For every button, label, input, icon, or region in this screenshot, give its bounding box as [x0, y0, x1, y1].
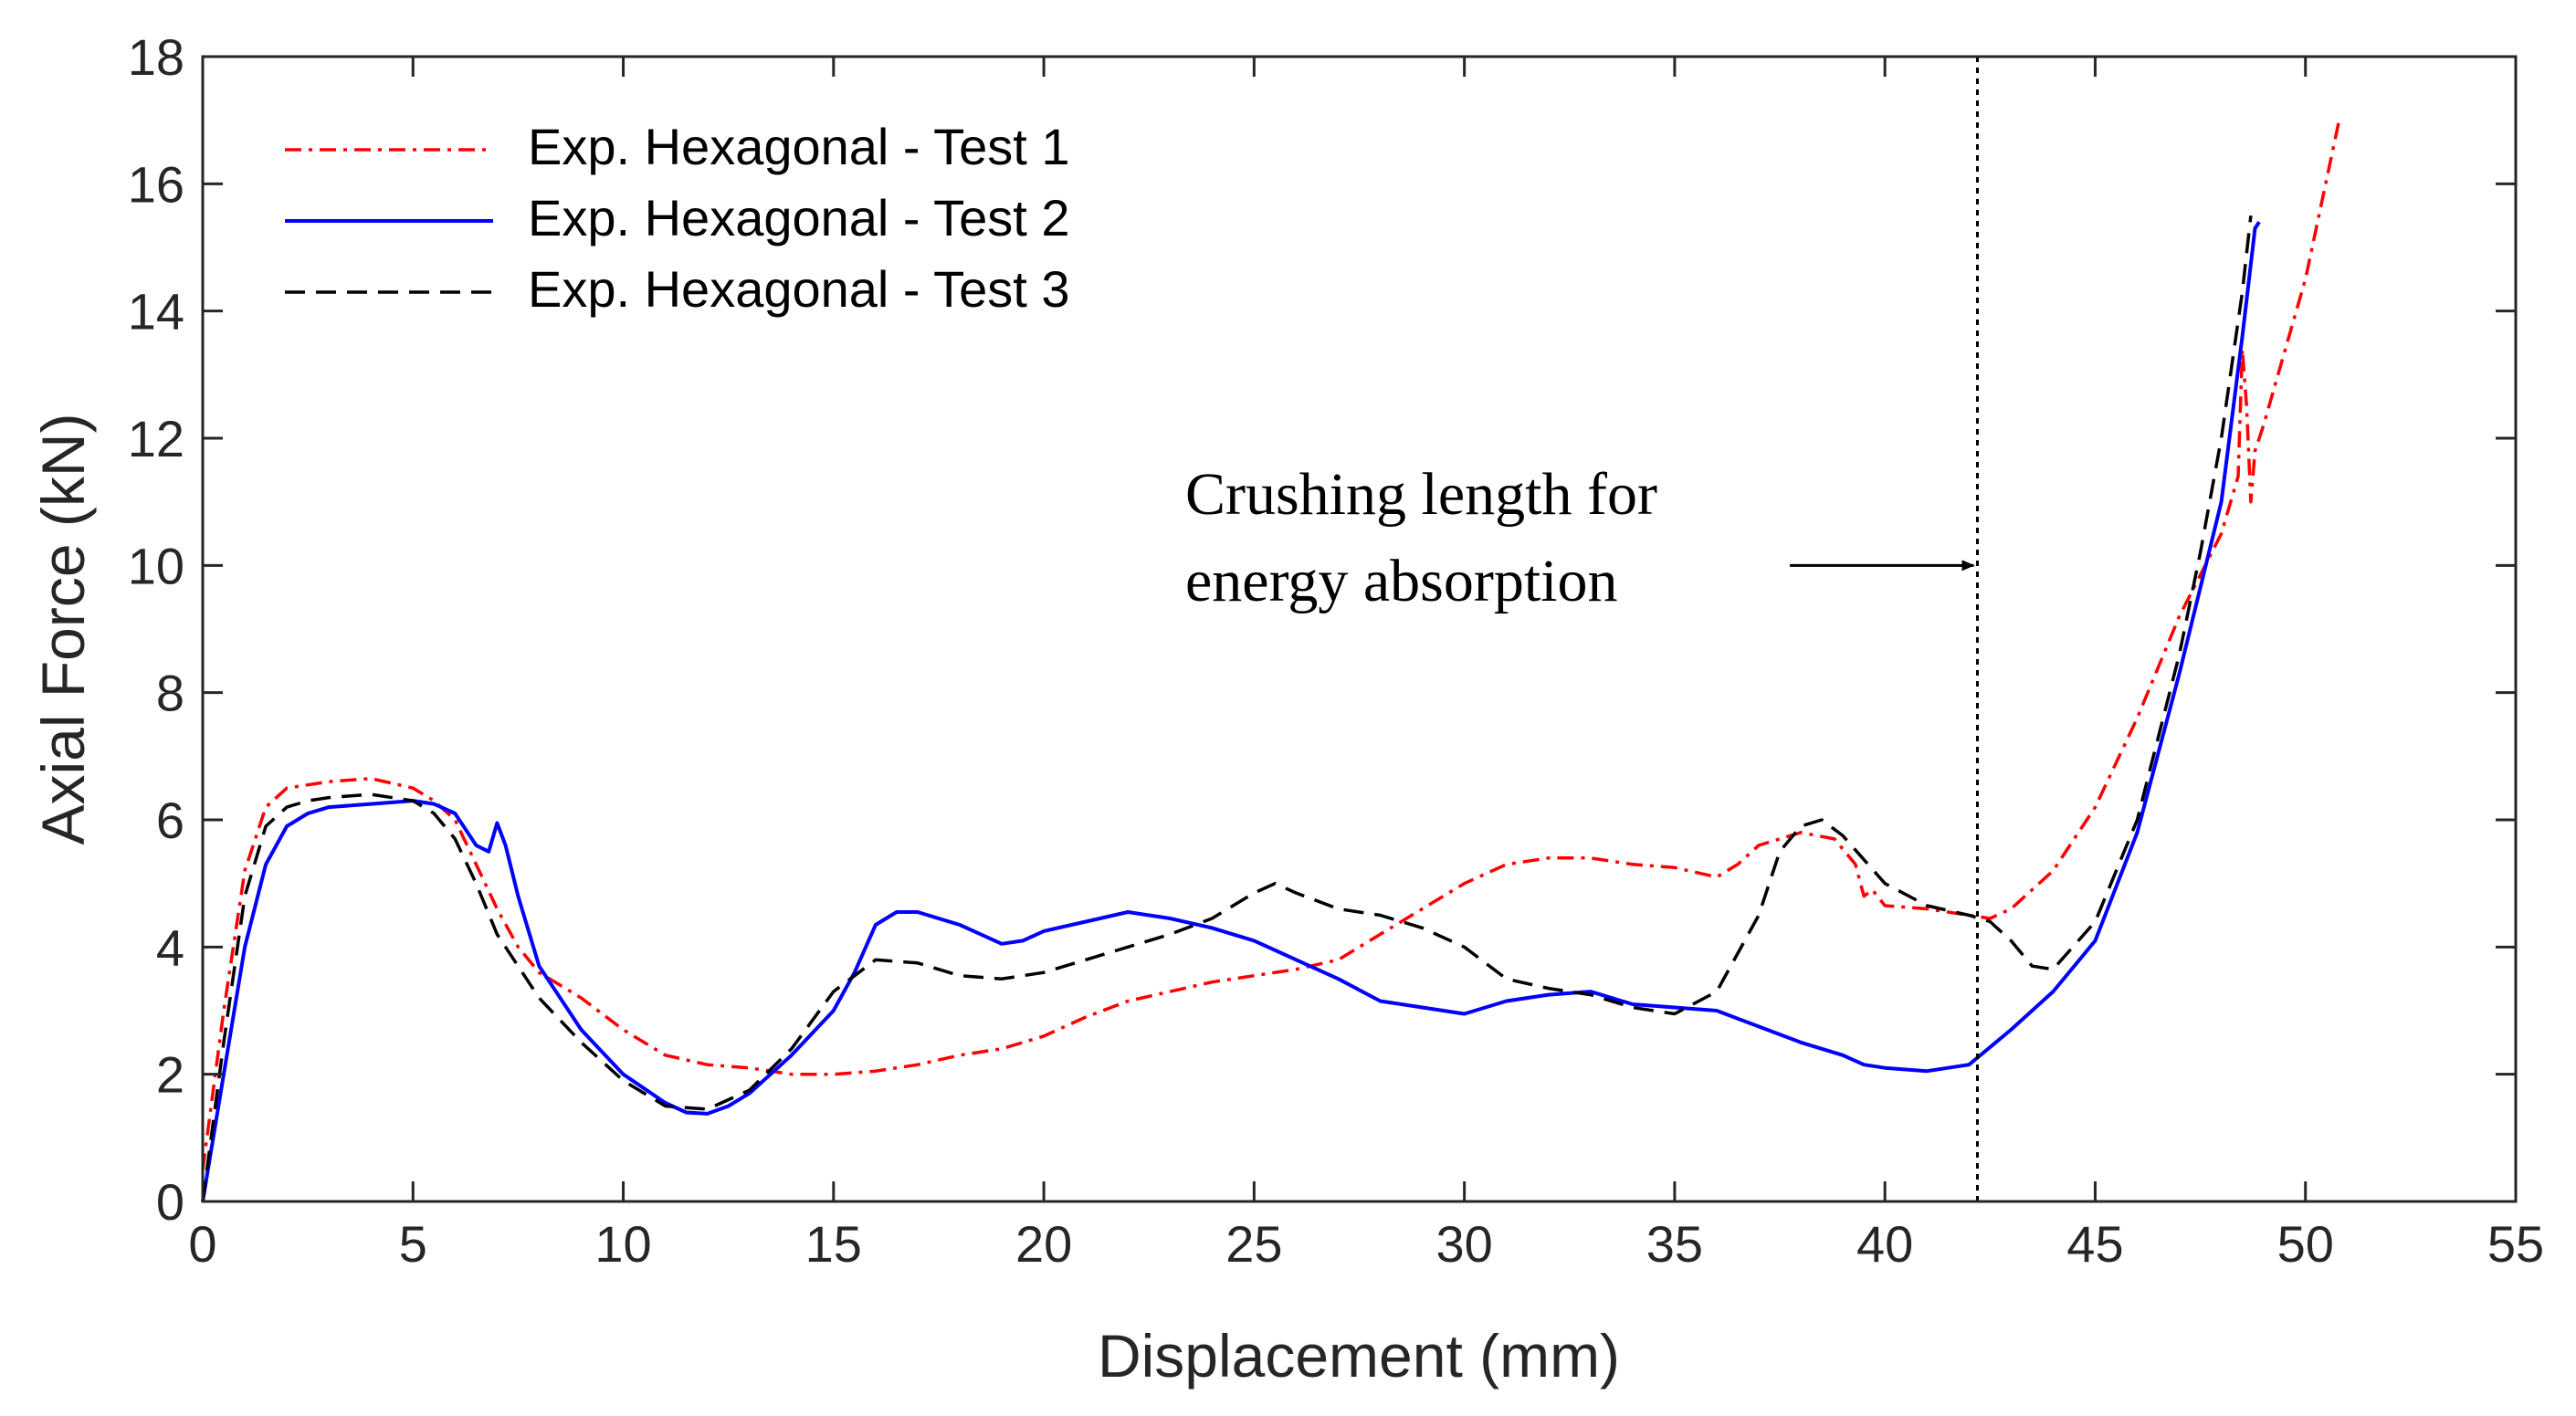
series-line-test-1	[201, 120, 2341, 1170]
y-tick-label: 12	[128, 410, 184, 467]
y-tick-label: 16	[128, 155, 184, 213]
plot-frame	[201, 55, 2518, 1203]
y-tick-label: 2	[156, 1046, 184, 1104]
y-axis-label: Axial Force (kN)	[29, 413, 97, 844]
x-tick-label: 35	[1646, 1215, 1703, 1273]
legend-label-test-3: Exp. Hexagonal - Test 3	[528, 260, 1070, 318]
series-layer	[201, 120, 2341, 1202]
x-tick-label: 20	[1015, 1215, 1072, 1273]
annotation-layer: Crushing length for energy absorption	[1185, 57, 1980, 1201]
tick-layer: 0 5 10 15 20 25 30 35 40 45 50 55 0 2 4 6 8 10 12 14 16 18	[128, 28, 2544, 1273]
y-tick-label: 6	[156, 792, 184, 849]
x-tick-label: 25	[1225, 1215, 1282, 1273]
y-tick-label: 10	[128, 537, 184, 594]
legend: Exp. Hexagonal - Test 1 Exp. Hexagonal - …	[285, 118, 1070, 318]
x-tick-label: 5	[399, 1215, 427, 1273]
x-tick-label: 45	[2066, 1215, 2123, 1273]
x-tick-label: 55	[2487, 1215, 2544, 1273]
y-tick-label: 14	[128, 283, 184, 341]
x-tick-label: 0	[188, 1215, 216, 1273]
y-tick-label: 4	[156, 918, 184, 976]
annotation-text-line-2: energy absorption	[1185, 548, 1618, 614]
y-tick-label: 0	[156, 1173, 184, 1231]
annotation-text-line-1: Crushing length for	[1185, 461, 1657, 528]
x-tick-label: 50	[2277, 1215, 2334, 1273]
x-tick-label: 15	[805, 1215, 862, 1273]
x-tick-label: 30	[1435, 1215, 1492, 1273]
x-tick-label: 10	[594, 1215, 651, 1273]
y-tick-label: 8	[156, 665, 184, 722]
legend-label-test-2: Exp. Hexagonal - Test 2	[528, 189, 1070, 246]
series-line-test-2	[201, 221, 2261, 1202]
x-tick-label: 40	[1856, 1215, 1913, 1273]
x-axis-label: Displacement (mm)	[1098, 1322, 1620, 1390]
legend-label-test-1: Exp. Hexagonal - Test 1	[528, 118, 1070, 175]
plot-area-background	[203, 57, 2516, 1201]
y-tick-label: 18	[128, 28, 184, 86]
series-line-test-3	[201, 215, 2253, 1202]
